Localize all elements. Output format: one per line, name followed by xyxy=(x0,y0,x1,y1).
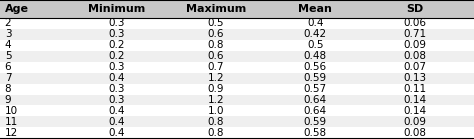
Text: 0.4: 0.4 xyxy=(108,73,124,83)
Bar xyxy=(0,40,474,51)
Text: 0.48: 0.48 xyxy=(304,51,327,61)
Text: 5: 5 xyxy=(5,51,11,61)
Text: 0.8: 0.8 xyxy=(208,117,224,127)
Bar xyxy=(0,0,474,18)
Bar xyxy=(0,84,474,95)
Text: 1.0: 1.0 xyxy=(208,106,224,116)
Text: 0.64: 0.64 xyxy=(304,95,327,105)
Text: SD: SD xyxy=(406,4,423,14)
Text: 4: 4 xyxy=(5,40,11,50)
Text: 2: 2 xyxy=(5,18,11,28)
Text: 0.42: 0.42 xyxy=(304,29,327,39)
Text: 10: 10 xyxy=(5,106,18,116)
Text: 1.2: 1.2 xyxy=(207,73,224,83)
Text: 0.07: 0.07 xyxy=(403,62,426,72)
Text: 0.5: 0.5 xyxy=(307,40,323,50)
Text: Age: Age xyxy=(5,4,29,14)
Text: 0.2: 0.2 xyxy=(108,40,124,50)
Text: 0.09: 0.09 xyxy=(403,40,426,50)
Text: 0.4: 0.4 xyxy=(108,106,124,116)
Text: 0.64: 0.64 xyxy=(304,106,327,116)
Text: Maximum: Maximum xyxy=(185,4,246,14)
Text: 0.06: 0.06 xyxy=(403,18,426,28)
Text: 7: 7 xyxy=(5,73,11,83)
Text: Mean: Mean xyxy=(298,4,332,14)
Text: 0.58: 0.58 xyxy=(304,128,327,138)
Text: 9: 9 xyxy=(5,95,11,105)
Bar xyxy=(0,106,474,116)
Text: 0.5: 0.5 xyxy=(208,18,224,28)
Text: 8: 8 xyxy=(5,84,11,94)
Text: 0.08: 0.08 xyxy=(403,51,426,61)
Text: 0.59: 0.59 xyxy=(304,117,327,127)
Bar xyxy=(0,62,474,73)
Text: 6: 6 xyxy=(5,62,11,72)
Text: 0.59: 0.59 xyxy=(304,73,327,83)
Bar xyxy=(0,95,474,106)
Text: 0.4: 0.4 xyxy=(108,117,124,127)
Text: 0.14: 0.14 xyxy=(403,106,426,116)
Text: 0.8: 0.8 xyxy=(208,40,224,50)
Text: 0.08: 0.08 xyxy=(403,128,426,138)
Text: 0.3: 0.3 xyxy=(108,18,124,28)
Text: 0.9: 0.9 xyxy=(208,84,224,94)
Text: 0.3: 0.3 xyxy=(108,62,124,72)
Text: 0.14: 0.14 xyxy=(403,95,426,105)
Text: 0.3: 0.3 xyxy=(108,84,124,94)
Text: 0.8: 0.8 xyxy=(208,128,224,138)
Text: 12: 12 xyxy=(5,128,18,138)
Bar xyxy=(0,29,474,40)
Bar xyxy=(0,18,474,29)
Bar xyxy=(0,73,474,84)
Text: 0.4: 0.4 xyxy=(108,128,124,138)
Text: 1.2: 1.2 xyxy=(207,95,224,105)
Text: 11: 11 xyxy=(5,117,18,127)
Text: 0.71: 0.71 xyxy=(403,29,426,39)
Text: 0.3: 0.3 xyxy=(108,29,124,39)
Text: 0.2: 0.2 xyxy=(108,51,124,61)
Text: 0.7: 0.7 xyxy=(208,62,224,72)
Text: 0.56: 0.56 xyxy=(304,62,327,72)
Bar xyxy=(0,127,474,138)
Text: 0.6: 0.6 xyxy=(208,29,224,39)
Text: 3: 3 xyxy=(5,29,11,39)
Bar xyxy=(0,116,474,127)
Text: 0.09: 0.09 xyxy=(403,117,426,127)
Text: 0.3: 0.3 xyxy=(108,95,124,105)
Text: 0.4: 0.4 xyxy=(307,18,323,28)
Text: 0.57: 0.57 xyxy=(304,84,327,94)
Text: Minimum: Minimum xyxy=(88,4,145,14)
Text: 0.13: 0.13 xyxy=(403,73,426,83)
Bar xyxy=(0,51,474,62)
Text: 0.11: 0.11 xyxy=(403,84,426,94)
Text: 0.6: 0.6 xyxy=(208,51,224,61)
